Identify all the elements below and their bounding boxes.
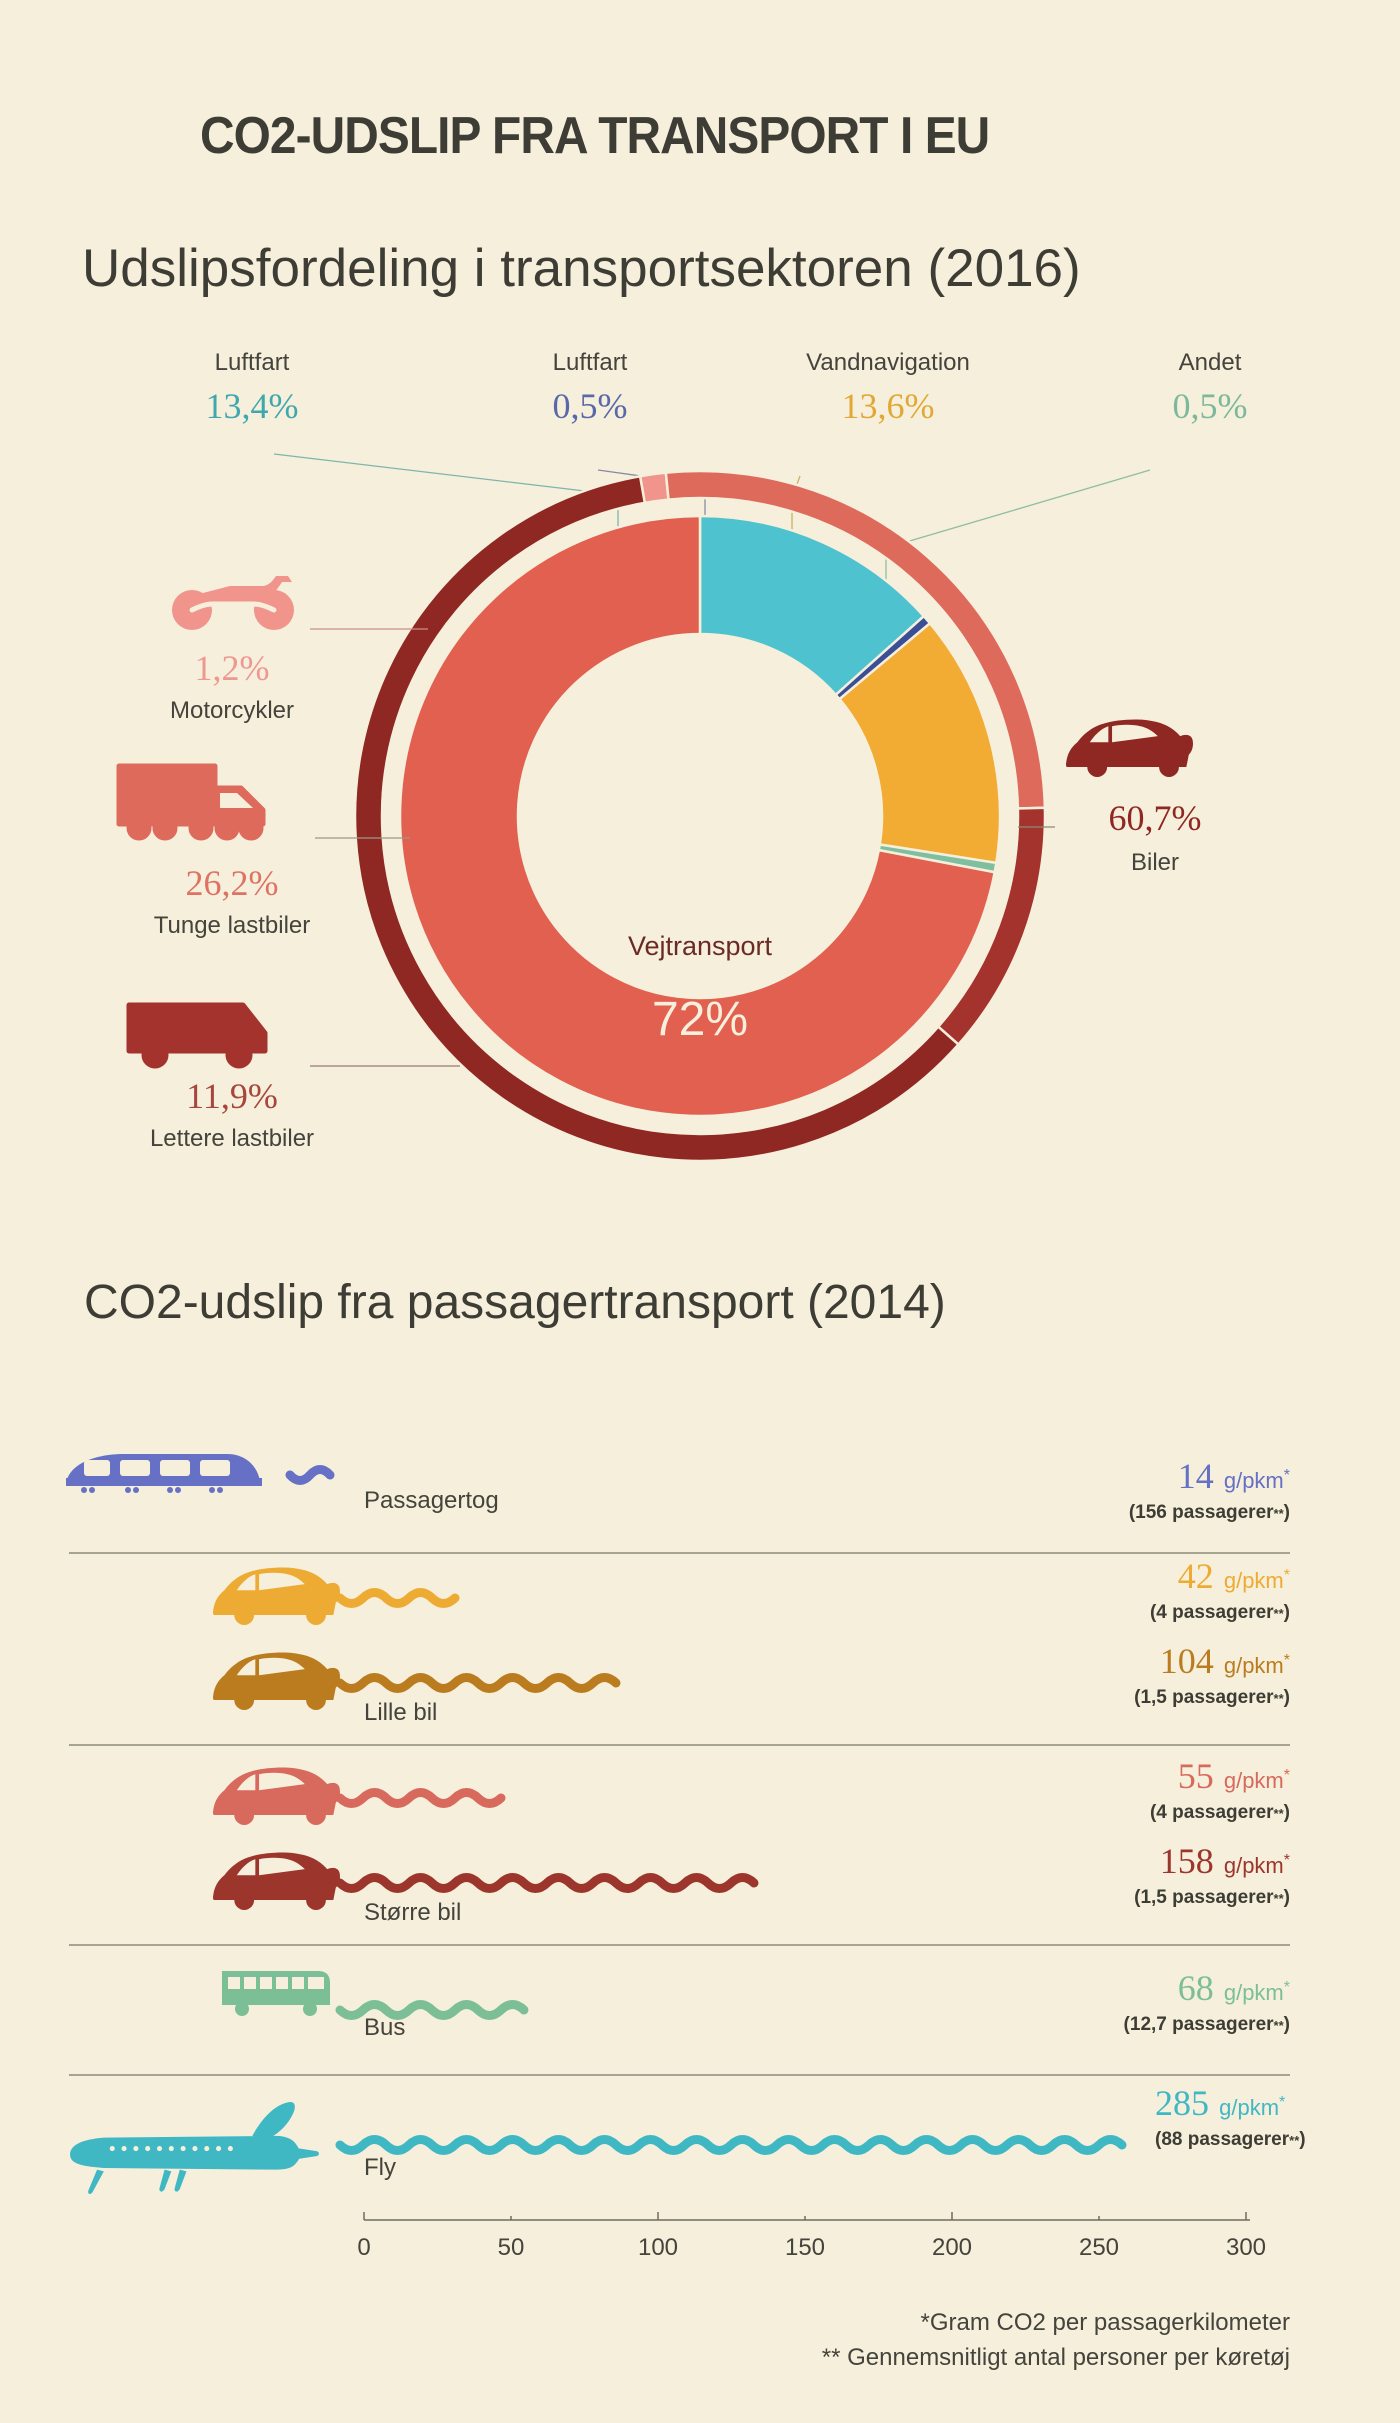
svg-text:200: 200 — [932, 2234, 972, 2261]
svg-text:(4 passagerer**): (4 passagerer**) — [1150, 1602, 1290, 1623]
svg-text:0,5%: 0,5% — [1173, 386, 1248, 426]
svg-text:Tunge lastbiler: Tunge lastbiler — [154, 912, 311, 939]
svg-text:0: 0 — [357, 2234, 370, 2261]
svg-text:300: 300 — [1226, 2234, 1266, 2261]
svg-text:14 g/pkm*: 14 g/pkm* — [1178, 1456, 1290, 1496]
svg-text:Større bil: Større bil — [364, 1899, 461, 1926]
svg-text:(88 passagerer**): (88 passagerer**) — [1155, 2129, 1306, 2150]
svg-text:55 g/pkm*: 55 g/pkm* — [1178, 1756, 1290, 1796]
svg-text:42 g/pkm*: 42 g/pkm* — [1178, 1556, 1290, 1596]
svg-text:60,7%: 60,7% — [1109, 798, 1202, 838]
svg-text:150: 150 — [785, 2234, 825, 2261]
svg-text:13,4%: 13,4% — [206, 386, 299, 426]
svg-text:250: 250 — [1079, 2234, 1119, 2261]
svg-text:Lettere lastbiler: Lettere lastbiler — [150, 1125, 314, 1152]
svg-text:(156 passagerer**): (156 passagerer**) — [1129, 1502, 1290, 1523]
svg-text:Vejtransport: Vejtransport — [628, 931, 773, 961]
svg-text:1,2%: 1,2% — [195, 648, 270, 688]
svg-text:Motorcykler: Motorcykler — [170, 697, 294, 724]
svg-text:** Gennemsnitligt antal person: ** Gennemsnitligt antal personer per kør… — [822, 2344, 1290, 2371]
svg-text:Fly: Fly — [364, 2154, 396, 2181]
svg-text:0,5%: 0,5% — [553, 386, 628, 426]
svg-text:Andet: Andet — [1179, 349, 1242, 376]
svg-text:(12,7 passagerer**): (12,7 passagerer**) — [1124, 2014, 1290, 2035]
svg-text:Vandnavigation: Vandnavigation — [806, 349, 970, 376]
svg-text:*Gram CO2 per passagerkilomete: *Gram CO2 per passagerkilometer — [921, 2309, 1290, 2336]
svg-text:285 g/pkm*: 285 g/pkm* — [1155, 2083, 1285, 2123]
svg-text:Luftfart: Luftfart — [215, 349, 290, 376]
svg-text:13,6%: 13,6% — [842, 386, 935, 426]
svg-text:Passagertog: Passagertog — [364, 1487, 499, 1514]
svg-text:50: 50 — [498, 2234, 525, 2261]
svg-text:Luftfart: Luftfart — [553, 349, 628, 376]
svg-text:Bus: Bus — [364, 2014, 405, 2041]
svg-text:(4 passagerer**): (4 passagerer**) — [1150, 1802, 1290, 1823]
svg-text:(1,5 passagerer**): (1,5 passagerer**) — [1134, 1887, 1290, 1908]
svg-text:100: 100 — [638, 2234, 678, 2261]
svg-text:Biler: Biler — [1131, 849, 1179, 876]
svg-text:11,9%: 11,9% — [186, 1076, 278, 1116]
svg-text:72%: 72% — [652, 993, 748, 1046]
svg-text:26,2%: 26,2% — [186, 863, 279, 903]
svg-text:68 g/pkm*: 68 g/pkm* — [1178, 1968, 1290, 2008]
svg-text:104 g/pkm*: 104 g/pkm* — [1160, 1641, 1290, 1681]
svg-text:(1,5 passagerer**): (1,5 passagerer**) — [1134, 1687, 1290, 1708]
svg-text:158 g/pkm*: 158 g/pkm* — [1160, 1841, 1290, 1881]
svg-text:Lille bil: Lille bil — [364, 1699, 437, 1726]
